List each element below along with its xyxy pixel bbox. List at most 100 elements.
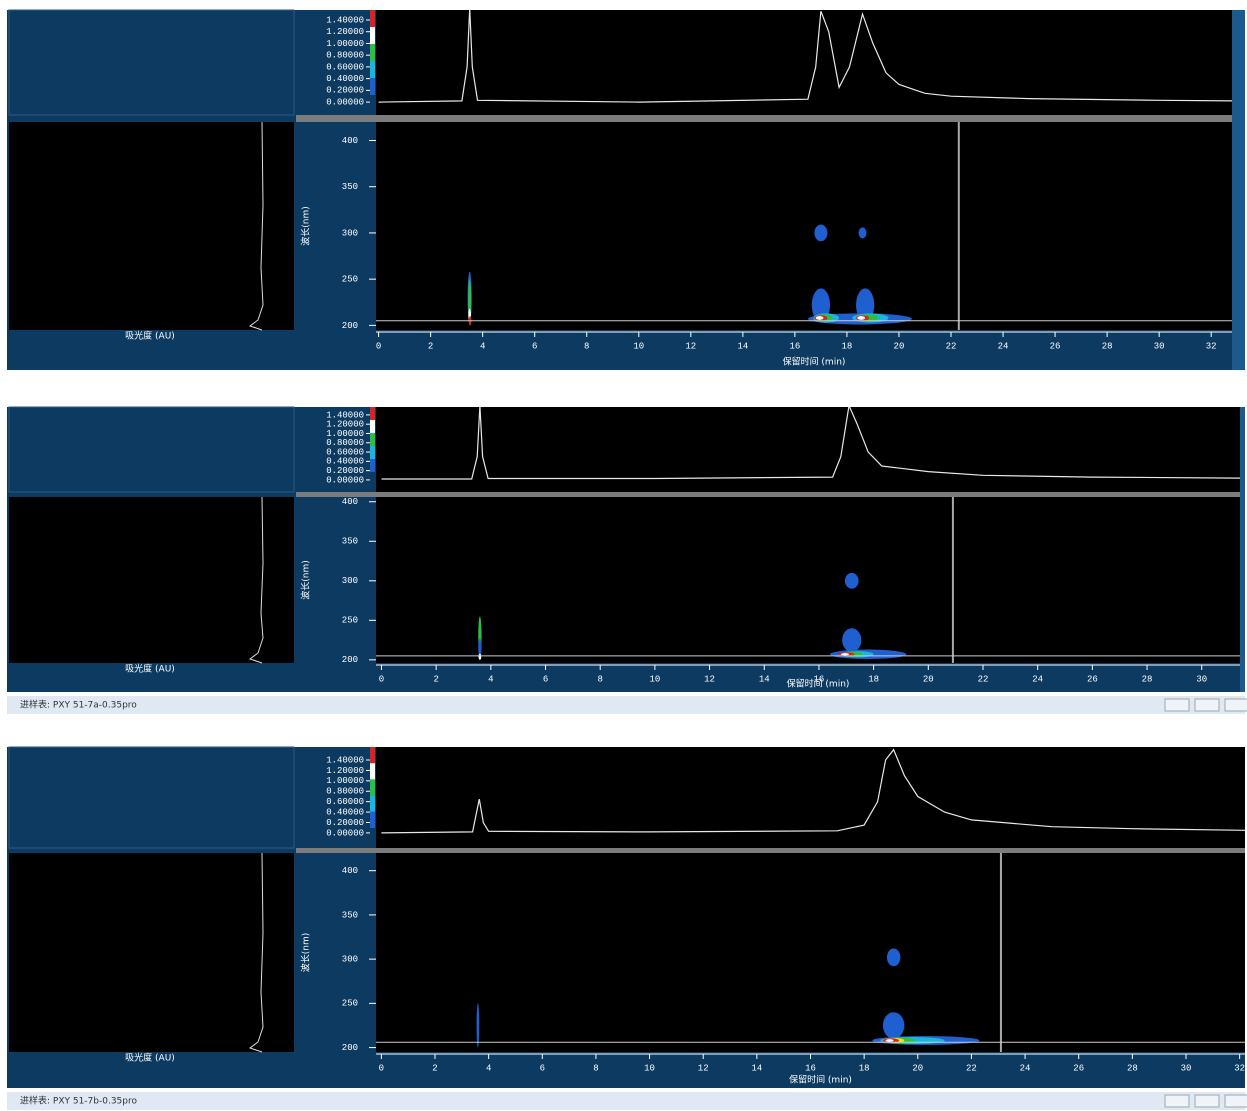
- x-tick-label: 10: [649, 674, 660, 684]
- color-scale: [370, 27, 375, 44]
- absorbance-tick-label: 0.80000: [326, 438, 364, 448]
- color-scale: [370, 44, 375, 61]
- x-tick-label: 26: [1050, 341, 1061, 351]
- splitter: [296, 115, 1232, 122]
- contour-region: [814, 225, 827, 242]
- contour-region: [857, 316, 865, 320]
- absorbance-tick-label: 0.60000: [326, 797, 364, 807]
- x-tick-label: 20: [894, 341, 905, 351]
- window-title: 进样表: PXY 51-7b-0.35pro: [20, 1095, 137, 1107]
- absorbance-tick-label: 0.40000: [326, 74, 364, 84]
- x-tick-label: 8: [593, 1063, 598, 1073]
- x-tick-label: 0: [379, 1063, 384, 1073]
- x-tick-label: 22: [946, 341, 957, 351]
- window-button[interactable]: [1195, 1095, 1219, 1107]
- y-tick-label: 200: [342, 321, 358, 331]
- y-tick-label: 200: [342, 1043, 358, 1053]
- x-tick-label: 32: [1206, 341, 1217, 351]
- contour-region: [883, 1012, 904, 1039]
- color-scale: [370, 10, 375, 27]
- x-tick-label: 18: [859, 1063, 870, 1073]
- x-tick-label: 24: [998, 341, 1009, 351]
- window-button[interactable]: [1225, 1095, 1247, 1107]
- contour-region: [479, 654, 482, 660]
- absorbance-label: 吸光度 (AU): [125, 1052, 175, 1064]
- x-tick-label: 28: [1127, 1063, 1138, 1073]
- x-tick-label: 30: [1154, 341, 1165, 351]
- absorbance-tick-label: 0.20000: [326, 818, 364, 828]
- color-scale: [370, 78, 375, 95]
- x-tick-label: 10: [633, 341, 644, 351]
- x-tick-label: 14: [751, 1063, 762, 1073]
- window-button[interactable]: [1195, 699, 1219, 711]
- x-tick-label: 28: [1102, 341, 1113, 351]
- x-tick-label: 22: [966, 1063, 977, 1073]
- contour-region: [816, 316, 824, 320]
- window-button[interactable]: [1225, 699, 1247, 711]
- color-scale: [370, 459, 375, 472]
- absorbance-tick-label: 0.80000: [326, 51, 364, 61]
- absorbance-tick-label: 0.40000: [326, 807, 364, 817]
- x-tick-label: 18: [868, 674, 879, 684]
- absorbance-tick-label: 1.40000: [326, 755, 364, 765]
- splitter: [296, 848, 1245, 853]
- absorbance-tick-label: 0.00000: [326, 475, 364, 485]
- x-tick-label: 6: [532, 341, 537, 351]
- x-tick-label: 16: [789, 341, 800, 351]
- absorbance-label: 吸光度 (AU): [125, 663, 175, 675]
- x-tick-label: 14: [737, 341, 748, 351]
- absorbance-tick-label: 0.20000: [326, 466, 364, 476]
- absorbance-tick-label: 0.00000: [326, 828, 364, 838]
- x-tick-label: 2: [428, 341, 433, 351]
- x-tick-label: 12: [704, 674, 715, 684]
- contour-region: [841, 653, 849, 655]
- contour-plot: [376, 497, 1240, 663]
- window-button[interactable]: [1165, 1095, 1189, 1107]
- x-tick-label: 24: [1032, 674, 1043, 684]
- color-scale: [370, 420, 375, 433]
- y-tick-label: 300: [342, 576, 358, 586]
- absorbance-tick-label: 1.00000: [326, 39, 364, 49]
- absorbance-tick-label: 1.00000: [326, 776, 364, 786]
- y-tick-label: 250: [342, 616, 358, 626]
- contour-region: [886, 1039, 894, 1042]
- color-scale: [370, 796, 375, 812]
- window-button[interactable]: [1165, 699, 1189, 711]
- status-bar: [7, 1092, 1245, 1110]
- x-tick-label: 6: [540, 1063, 545, 1073]
- scroll-strip: [1232, 10, 1245, 370]
- color-scale: [370, 763, 375, 779]
- y-tick-label: 250: [342, 999, 358, 1009]
- y-tick-label: 250: [342, 275, 358, 285]
- y-tick-label: 400: [342, 136, 358, 146]
- y-tick-label: 350: [342, 910, 358, 920]
- contour-region: [845, 573, 859, 589]
- absorbance-tick-label: 0.60000: [326, 62, 364, 72]
- color-scale: [370, 433, 375, 446]
- y-tick-label: 350: [342, 182, 358, 192]
- absorbance-tick-label: 1.00000: [326, 429, 364, 439]
- y-axis-label: 波长(nm): [300, 560, 312, 600]
- y-tick-label: 300: [342, 955, 358, 965]
- x-axis-label: 保留时间 (min): [783, 356, 846, 368]
- x-tick-label: 8: [584, 341, 589, 351]
- splitter: [296, 492, 1240, 497]
- x-tick-label: 8: [597, 674, 602, 684]
- screenshot: 0.000000.200000.400000.600000.800001.000…: [0, 0, 1247, 1111]
- x-tick-label: 26: [1073, 1063, 1084, 1073]
- left-info-box: [9, 10, 294, 115]
- x-tick-label: 4: [486, 1063, 491, 1073]
- absorbance-tick-label: 1.40000: [326, 410, 364, 420]
- x-tick-label: 6: [543, 674, 548, 684]
- x-tick-label: 28: [1142, 674, 1153, 684]
- absorbance-tick-label: 0.60000: [326, 447, 364, 457]
- x-tick-label: 26: [1087, 674, 1098, 684]
- x-tick-label: 22: [978, 674, 989, 684]
- x-tick-label: 2: [432, 1063, 437, 1073]
- x-tick-label: 20: [923, 674, 934, 684]
- absorbance-label: 吸光度 (AU): [125, 330, 175, 342]
- absorbance-tick-label: 1.40000: [326, 15, 364, 25]
- status-bar: [7, 696, 1245, 714]
- contour-plot: [376, 853, 1245, 1052]
- y-axis-label: 波长(nm): [300, 933, 312, 973]
